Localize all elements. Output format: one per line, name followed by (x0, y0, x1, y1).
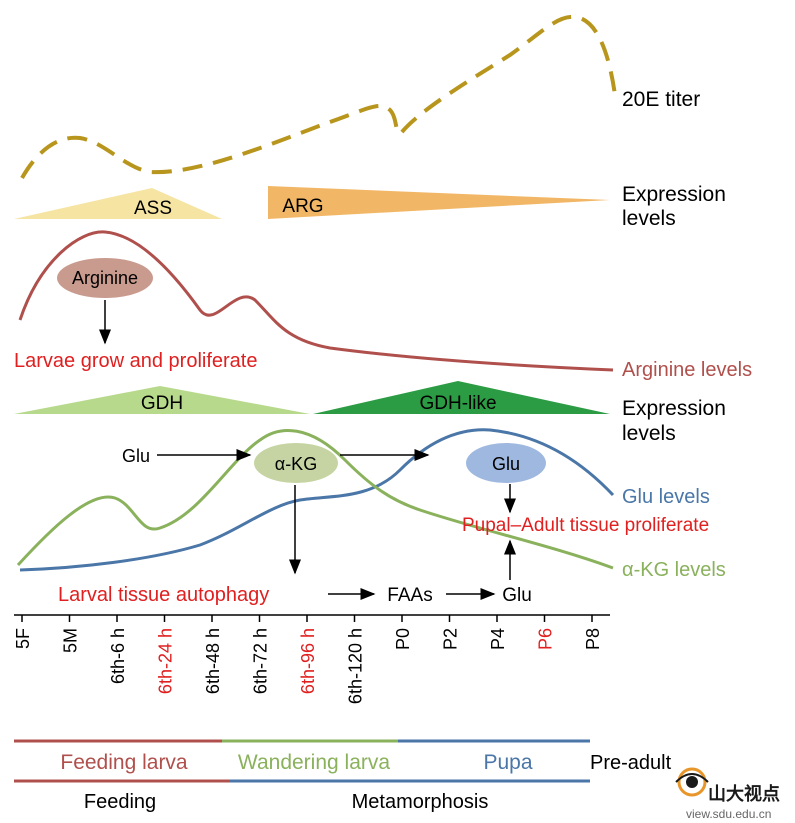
glu-curve (19, 428, 615, 572)
titer-label: 20E titer (622, 88, 700, 111)
time-label: 5M (61, 628, 81, 653)
expression-label-1b: levels (622, 207, 676, 230)
time-axis-ticks: 5F 5M 6th-6 h 6th-24 h 6th-48 h 6th-72 h 6th-9… (13, 615, 603, 704)
pupal-proliferate-text: Pupal–Adult tissue proliferate (462, 515, 709, 536)
larvae-grow-text: Larvae grow and proliferate (14, 350, 257, 372)
ass-label: ASS (134, 198, 172, 219)
autophagy-text: Larval tissue autophagy (58, 584, 269, 606)
time-label: 6th-6 h (108, 628, 128, 684)
time-label: 6th-120 h (346, 628, 366, 704)
watermark-logo (675, 767, 709, 797)
glu-bottom-label: Glu (502, 585, 532, 606)
gdh-label: GDH (141, 393, 183, 414)
time-label: P6 (536, 628, 556, 650)
expression-label-2b: levels (622, 422, 676, 445)
arginine-levels-label: Arginine levels (622, 359, 752, 381)
expression-label-2a: Expression (622, 397, 726, 420)
gdh-like-triangle (313, 381, 610, 414)
time-label: 5F (13, 628, 33, 649)
time-label: P2 (441, 628, 461, 650)
time-label: P8 (583, 628, 603, 650)
metamorphosis-label: Metamorphosis (352, 791, 489, 813)
akg-ellipse (254, 443, 338, 483)
watermark-url: view.sdu.edu.cn (686, 807, 771, 821)
titer-curve (20, 14, 617, 179)
arginine-curve (18, 230, 614, 372)
akg-label: α-KG (275, 454, 317, 474)
watermark-chinese: 山大视点 (708, 783, 780, 804)
time-label: P0 (393, 628, 413, 650)
time-label: 6th-48 h (203, 628, 223, 694)
faas-label: FAAs (387, 585, 432, 606)
arginine-label: Arginine (72, 268, 138, 288)
time-label: P4 (488, 628, 508, 650)
glu-ellipse (466, 443, 546, 483)
arg-label: ARG (282, 196, 323, 217)
time-label: 6th-24 h (156, 628, 176, 694)
time-label: 6th-96 h (298, 628, 318, 694)
akg-curve (16, 429, 614, 570)
arg-triangle (268, 186, 610, 219)
pupa-label: Pupa (483, 751, 532, 774)
wandering-larva-label: Wandering larva (238, 751, 390, 774)
ass-triangle (14, 188, 222, 219)
feeding-label: Feeding (84, 791, 156, 813)
arginine-ellipse (57, 258, 153, 298)
glu-levels-label: Glu levels (622, 486, 710, 508)
expression-label-1a: Expression (622, 183, 726, 206)
feeding-larva-label: Feeding larva (60, 751, 188, 774)
akg-levels-label: α-KG levels (622, 559, 726, 581)
gdh-like-label: GDH-like (419, 393, 496, 414)
time-label: 6th-72 h (251, 628, 271, 694)
pre-adult-label: Pre-adult (590, 752, 672, 774)
glu-right-label: Glu (492, 454, 520, 474)
glu-left-label: Glu (122, 446, 150, 466)
gdh-triangle (14, 386, 310, 414)
